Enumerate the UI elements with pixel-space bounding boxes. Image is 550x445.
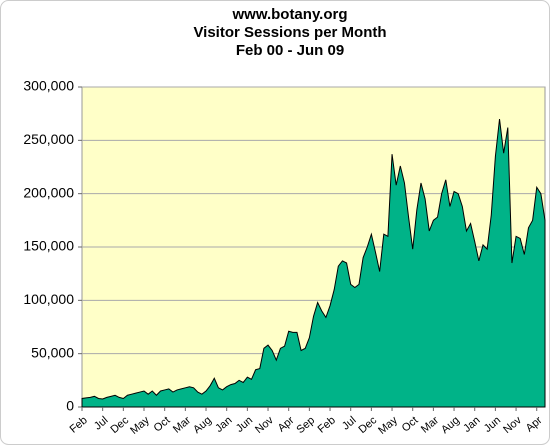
y-tick-label: 0	[66, 398, 74, 414]
y-tick-label: 100,000	[23, 291, 74, 307]
y-tick-label: 150,000	[23, 238, 74, 254]
y-tick-label: 200,000	[23, 184, 74, 200]
area	[81, 118, 546, 408]
chart-title: Feb 00 - Jun 09	[236, 42, 344, 59]
chart-title: Visitor Sessions per Month	[193, 24, 386, 41]
y-tick-label: 300,000	[23, 78, 74, 94]
y-tick-label: 50,000	[31, 344, 74, 360]
chart-title: www.botany.org	[232, 6, 348, 23]
y-tick-label: 250,000	[23, 131, 74, 147]
